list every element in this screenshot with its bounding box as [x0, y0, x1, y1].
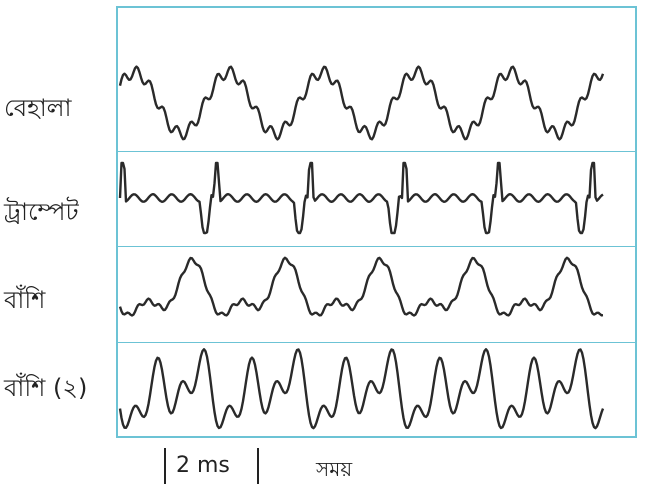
row-divider-1 [118, 151, 635, 152]
trumpet-trace [118, 161, 604, 235]
row-label-trumpet: ট্রাম্পেট [4, 198, 79, 226]
panel-frame [116, 6, 637, 438]
row-label-flute: বাঁশি [4, 286, 46, 314]
scale-bar-left-tick [164, 448, 166, 484]
row-label-flute-2: বাঁশি (২) [4, 374, 88, 402]
scale-bar-label: 2 ms [176, 453, 230, 478]
time-axis-label: সময় [316, 457, 353, 481]
row-divider-2 [118, 246, 635, 247]
violin-trace [118, 65, 605, 141]
flute-trace [118, 256, 604, 317]
scale-bar-right-tick [257, 448, 259, 484]
flute-2-trace [118, 348, 605, 430]
row-divider-3 [118, 342, 635, 343]
row-label-violin: বেহালা [4, 94, 72, 122]
